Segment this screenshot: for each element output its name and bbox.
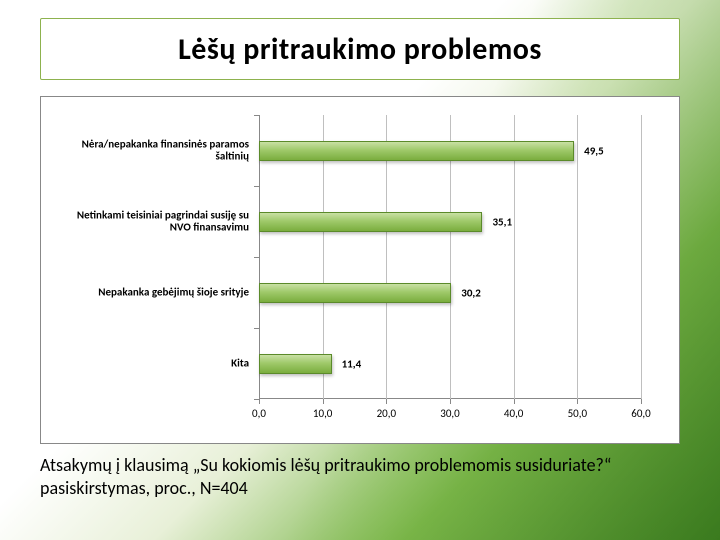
- slide: Lėšų pritraukimo problemos 0,0 10,0 20,0 30…: [0, 0, 720, 540]
- x-tick-label: 30,0: [440, 407, 459, 420]
- y-tick-mark: [254, 186, 259, 187]
- category-label: Kita: [59, 357, 249, 370]
- bar-chart: 0,0 10,0 20,0 30,0 40,0 50,0 60,0 49,5 Nėra/nepa…: [59, 111, 661, 433]
- bar-value-label: 11,4: [342, 357, 362, 370]
- category-label: Nėra/nepakanka finansinės paramos šaltin…: [59, 138, 249, 163]
- y-tick-mark: [254, 328, 259, 329]
- y-tick-mark: [254, 257, 259, 258]
- grid-line: [641, 115, 642, 399]
- x-tick-label: 10,0: [313, 407, 332, 420]
- bar: [259, 212, 482, 232]
- x-tick-mark: [641, 399, 642, 404]
- x-tick-label: 50,0: [568, 407, 587, 420]
- x-tick-label: 20,0: [377, 407, 396, 420]
- y-tick-mark: [254, 399, 259, 400]
- x-tick-mark: [323, 399, 324, 404]
- grid-line: [577, 115, 578, 399]
- slide-title: Lėšų pritraukimo problemos: [178, 31, 542, 68]
- category-label: Netinkami teisiniai pagrindai susiję su …: [59, 209, 249, 234]
- x-tick-mark: [259, 399, 260, 404]
- x-tick-mark: [450, 399, 451, 404]
- x-tick-label: 0,0: [252, 407, 266, 420]
- category-label: Nepakanka gebėjimų šioje srityje: [59, 286, 249, 299]
- bar: [259, 141, 574, 161]
- caption: Atsakymų į klausimą „Su kokiomis lėšų pr…: [40, 454, 680, 499]
- title-box: Lėšų pritraukimo problemos: [40, 18, 680, 80]
- x-tick-label: 40,0: [504, 407, 523, 420]
- x-tick-mark: [577, 399, 578, 404]
- x-tick-label: 60,0: [631, 407, 650, 420]
- bar: [259, 354, 332, 374]
- plot-area: 0,010,020,030,040,050,060,049,5Nėra/nepa…: [259, 115, 641, 399]
- x-tick-mark: [514, 399, 515, 404]
- chart-frame: 0,0 10,0 20,0 30,0 40,0 50,0 60,0 49,5 Nėra/nepa…: [40, 96, 680, 444]
- x-tick-mark: [386, 399, 387, 404]
- bar-value-label: 30,2: [461, 286, 481, 299]
- y-tick-mark: [254, 115, 259, 116]
- bar-value-label: 49,5: [584, 144, 604, 157]
- bar-value-label: 35,1: [492, 215, 512, 228]
- bar: [259, 283, 451, 303]
